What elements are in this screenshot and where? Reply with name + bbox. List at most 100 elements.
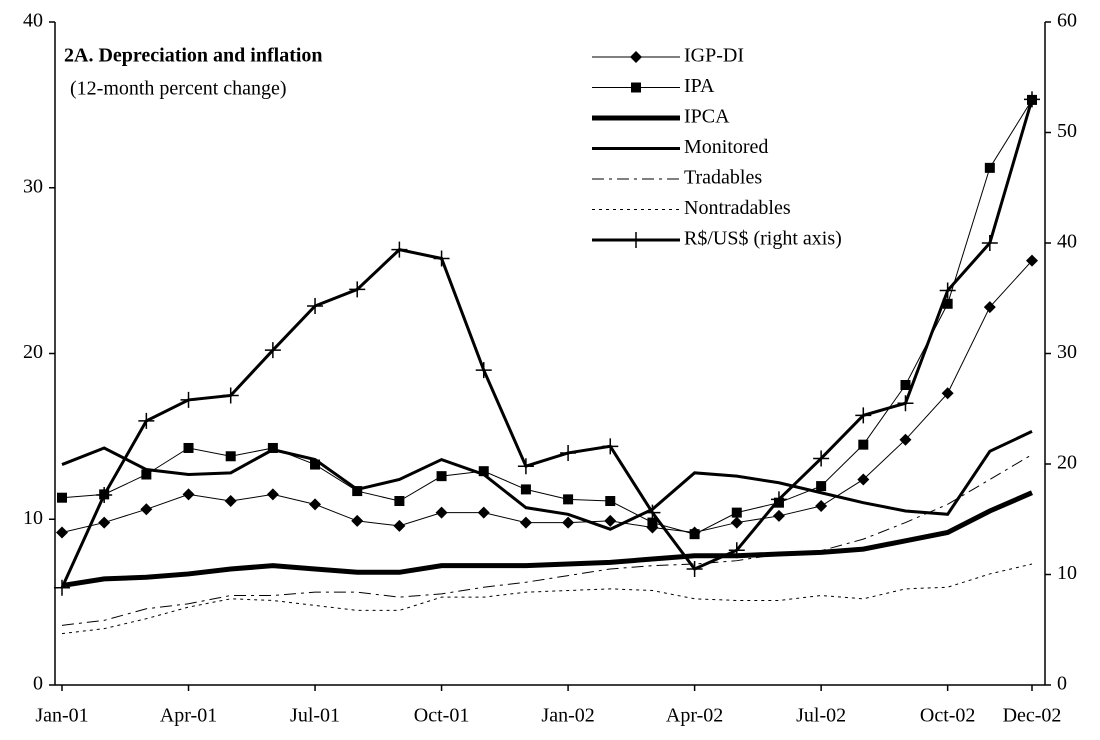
square-marker — [225, 451, 236, 462]
series-line — [61, 454, 1033, 626]
legend-label: IGP-DI — [684, 45, 744, 67]
diamond-marker — [857, 473, 870, 486]
diamond-marker — [435, 506, 448, 519]
plus-marker — [981, 235, 998, 251]
plus-marker — [855, 407, 872, 424]
diamond-marker — [56, 526, 68, 539]
diamond-marker — [730, 516, 743, 529]
diamond-marker — [98, 516, 111, 529]
square-marker — [310, 459, 321, 470]
square-marker — [267, 442, 278, 453]
square-marker — [984, 162, 995, 173]
series-line — [60, 98, 1034, 589]
plus-marker — [813, 450, 830, 467]
y-tick-label: 40 — [23, 10, 43, 32]
square-marker — [647, 517, 658, 528]
x-tick-label: Dec-02 — [1003, 705, 1062, 727]
series-line — [61, 563, 1033, 635]
diamond-marker — [899, 433, 912, 446]
diamond-marker — [941, 387, 954, 400]
diamond-marker — [351, 514, 364, 527]
y2-tick-label: 50 — [1057, 120, 1077, 142]
series-line — [61, 430, 1033, 531]
diamond-marker — [815, 499, 828, 512]
diamond-marker — [562, 516, 575, 529]
square-marker — [689, 529, 700, 540]
plus-marker — [433, 250, 450, 267]
plus-marker — [264, 342, 281, 359]
plus-marker — [939, 282, 956, 299]
legend-label: R$/US$ (right axis) — [684, 228, 842, 250]
legend-label: Monitored — [684, 136, 768, 158]
diamond-marker — [772, 509, 785, 522]
legend-label: IPCA — [684, 106, 730, 128]
plus-marker — [628, 232, 644, 248]
square-marker — [858, 439, 869, 450]
plus-marker — [349, 281, 366, 298]
x-tick-label: Jan-02 — [541, 705, 594, 727]
square-marker — [352, 486, 363, 497]
x-tick-label: Apr-01 — [160, 705, 217, 727]
y-tick-label: 0 — [33, 673, 43, 695]
x-tick-label: Jan-01 — [35, 705, 88, 727]
diamond-marker — [630, 51, 642, 63]
diamond-marker — [1026, 254, 1038, 267]
plus-marker — [560, 444, 577, 461]
y-tick-label: 10 — [23, 507, 43, 529]
chart-subtitle: (12-month percent change) — [70, 78, 287, 100]
plus-marker — [644, 504, 661, 521]
diamond-marker — [393, 519, 406, 532]
plus-marker — [1024, 91, 1040, 108]
square-marker — [57, 492, 67, 503]
square-marker — [436, 471, 447, 482]
square-marker — [631, 82, 641, 93]
legend-label: Nontradables — [684, 197, 791, 219]
chart-title: 2A. Depreciation and inflation — [64, 45, 323, 67]
plus-marker — [686, 560, 703, 577]
x-tick-label: Apr-02 — [666, 705, 723, 727]
y2-tick-label: 60 — [1057, 10, 1077, 32]
x-tick-label: Oct-02 — [920, 705, 976, 727]
square-marker — [942, 298, 953, 309]
y-tick-label: 30 — [23, 175, 43, 197]
series-line — [61, 260, 1033, 534]
plus-marker — [517, 458, 534, 475]
square-marker — [900, 379, 911, 390]
plus-marker — [770, 491, 787, 508]
plus-marker — [475, 362, 492, 379]
plus-marker — [222, 387, 239, 404]
diamond-marker — [983, 301, 996, 314]
y-tick-label: 20 — [23, 341, 43, 363]
diamond-marker — [182, 488, 195, 501]
diamond-marker — [266, 488, 279, 501]
square-marker — [816, 481, 827, 492]
square-marker — [605, 496, 616, 507]
plus-marker — [602, 438, 619, 455]
diamond-marker — [519, 516, 532, 529]
square-marker — [183, 442, 194, 453]
square-marker — [563, 494, 574, 505]
legend-label: Tradables — [684, 167, 762, 189]
plus-marker — [391, 241, 408, 258]
plus-marker — [138, 412, 155, 429]
diamond-marker — [224, 495, 237, 508]
plus-marker — [728, 542, 745, 559]
legend-label: IPA — [684, 75, 715, 97]
square-marker — [731, 507, 742, 518]
y2-tick-label: 40 — [1057, 231, 1077, 253]
y2-tick-label: 0 — [1057, 673, 1067, 695]
plus-marker — [180, 391, 197, 408]
plus-marker — [897, 395, 914, 412]
square-marker — [478, 466, 489, 477]
diamond-marker — [604, 514, 617, 527]
square-marker — [141, 469, 152, 480]
x-tick-label: Jul-01 — [290, 705, 340, 727]
y2-tick-label: 30 — [1057, 341, 1077, 363]
series-line — [61, 99, 1033, 535]
x-tick-label: Oct-01 — [414, 705, 470, 727]
diamond-marker — [477, 506, 490, 519]
square-marker — [394, 496, 405, 507]
plus-marker — [54, 579, 70, 596]
diamond-marker — [140, 503, 153, 516]
